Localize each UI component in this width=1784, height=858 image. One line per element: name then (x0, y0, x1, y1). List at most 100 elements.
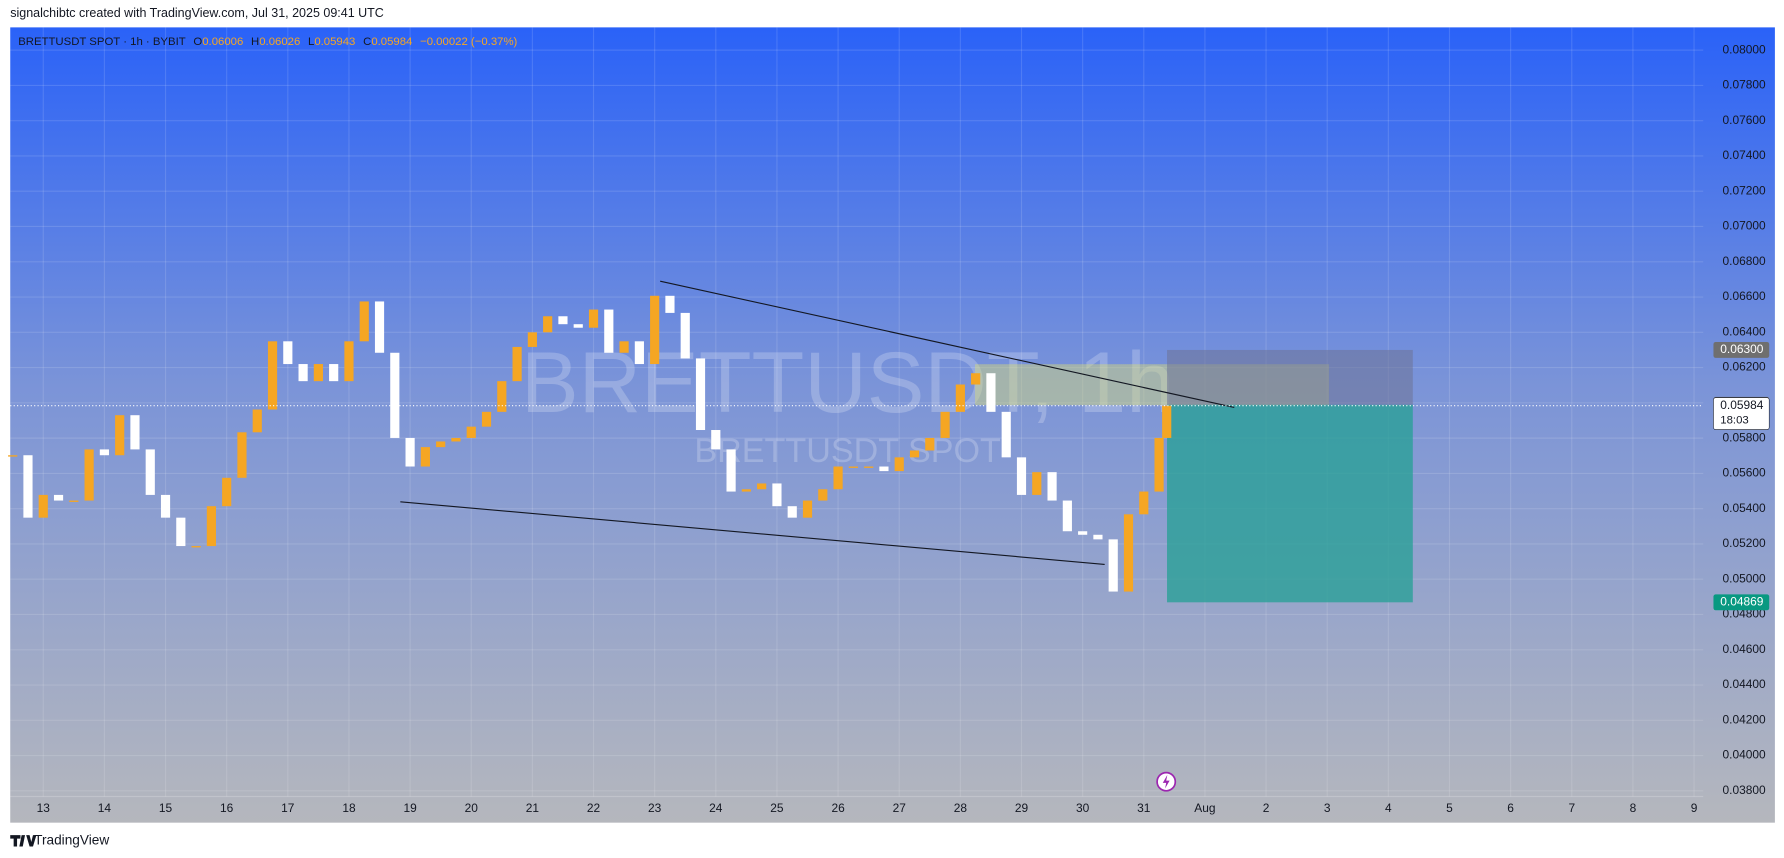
candle (8, 455, 18, 457)
axes: 0.03800 0.04000 0.04200 0.04400 0.04600 0.048… (10, 42, 1770, 815)
candle (604, 309, 614, 353)
legend-c-label: C (363, 36, 371, 48)
x-tick-label: 2 (1263, 801, 1270, 815)
candle (1154, 437, 1164, 492)
candle (374, 301, 385, 353)
y-tick-label: 0.05400 (1723, 501, 1767, 515)
x-tick-label: 13 (37, 801, 51, 815)
candle (787, 506, 797, 518)
candle (512, 346, 522, 382)
candle (848, 466, 858, 468)
candle (1108, 539, 1118, 592)
candle (267, 341, 278, 410)
legend-h: 0.06026 (259, 36, 300, 48)
candle (130, 415, 140, 450)
x-tick-label: 8 (1630, 801, 1637, 815)
candle (802, 500, 813, 518)
candle (466, 426, 476, 438)
x-tick-label: 23 (648, 801, 662, 815)
candle (894, 457, 904, 472)
candle (695, 358, 706, 431)
x-tick-label: 16 (220, 801, 234, 815)
x-tick-label: 7 (1568, 801, 1575, 815)
x-tick-label: 30 (1076, 801, 1090, 815)
candle (879, 466, 889, 472)
x-tick-label: 25 (770, 801, 784, 815)
y-tick-label: 0.03800 (1723, 783, 1767, 797)
candle (1078, 531, 1088, 535)
candle (115, 415, 125, 456)
legend-symbol: BRETTUSDT SPOT · 1h · BYBIT (18, 36, 186, 48)
price-tag-label: 0.04869 (1720, 594, 1764, 608)
price-tag-label: 0.05984 (1720, 398, 1764, 412)
y-tick-label: 0.04200 (1723, 712, 1767, 726)
candle (84, 449, 94, 501)
y-tick-label: 0.06200 (1723, 360, 1767, 374)
y-tick-label: 0.05800 (1723, 430, 1767, 444)
candle (344, 341, 354, 382)
candle (726, 449, 736, 492)
x-tick-label: 28 (954, 801, 968, 815)
y-tick-label: 0.07400 (1723, 148, 1767, 162)
candle (1062, 500, 1072, 532)
candle (176, 517, 186, 547)
candle (53, 494, 64, 501)
candle (23, 455, 33, 518)
candle (1093, 534, 1103, 540)
candle (222, 477, 232, 507)
candle (971, 373, 981, 385)
price-tag (1713, 341, 1770, 358)
legend-l: 0.05943 (314, 36, 355, 48)
trend-line (400, 501, 1105, 565)
candle (436, 441, 446, 448)
candle (38, 494, 48, 518)
candle (772, 483, 782, 507)
candle (955, 384, 965, 412)
x-tick-label: 19 (403, 801, 417, 815)
candle (757, 483, 767, 490)
y-tick-label: 0.04000 (1723, 748, 1767, 762)
x-tick-label: 29 (1015, 801, 1029, 815)
y-tick-label: 0.04400 (1723, 677, 1767, 691)
price-tag-countdown: 18:03 (1720, 414, 1748, 426)
plot (8, 280, 1704, 603)
candle (833, 466, 843, 490)
legend-o: 0.06006 (202, 36, 243, 48)
candle (527, 332, 537, 347)
candle (634, 341, 644, 365)
watermark-sub: BRETTUSDT SPOT (694, 432, 1001, 470)
candle (1016, 457, 1027, 495)
y-tick-label: 0.07800 (1723, 78, 1767, 92)
y-tick-label: 0.05600 (1723, 466, 1767, 480)
candle (69, 500, 79, 502)
price-tag (1713, 397, 1770, 430)
candle (909, 450, 920, 458)
x-tick-label: 4 (1385, 801, 1392, 815)
y-tick-label: 0.06600 (1723, 289, 1767, 303)
x-tick-label: 9 (1691, 801, 1698, 815)
x-tick-label: 26 (831, 801, 845, 815)
candle (420, 447, 430, 467)
event-icon-bolt (1162, 774, 1170, 789)
x-tick-label: 31 (1137, 801, 1151, 815)
candle (1032, 472, 1042, 495)
x-tick-label: 24 (709, 801, 723, 815)
footer-brand: TradingView (34, 832, 109, 847)
candle (665, 295, 675, 313)
x-tick-label: 14 (98, 801, 112, 815)
candle (329, 364, 339, 382)
header-text: signalchibtc created with TradingView.co… (10, 6, 384, 20)
legend-h-label: H (251, 36, 259, 48)
x-tick-label: 18 (342, 801, 356, 815)
x-tick-label: 21 (526, 801, 540, 815)
position-target-zone (1167, 404, 1413, 603)
candle (1139, 491, 1149, 515)
candle (711, 430, 721, 450)
candle (405, 437, 415, 467)
x-tick-label: 5 (1446, 801, 1453, 815)
candle (925, 437, 935, 451)
candle (481, 411, 492, 427)
candle (390, 352, 400, 438)
y-tick-label: 0.04600 (1723, 642, 1767, 656)
